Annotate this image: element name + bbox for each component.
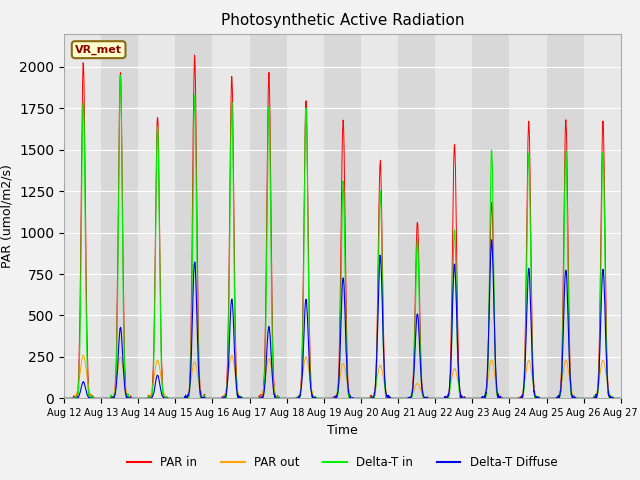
Bar [547, 34, 584, 398]
Bar [398, 34, 435, 398]
Bar [584, 34, 621, 398]
X-axis label: Time: Time [327, 424, 358, 437]
Bar [324, 34, 361, 398]
Bar [361, 34, 398, 398]
Legend: PAR in, PAR out, Delta-T in, Delta-T Diffuse: PAR in, PAR out, Delta-T in, Delta-T Dif… [123, 452, 562, 474]
Text: VR_met: VR_met [75, 45, 122, 55]
Bar [212, 34, 250, 398]
Bar [250, 34, 287, 398]
Y-axis label: PAR (umol/m2/s): PAR (umol/m2/s) [1, 164, 13, 268]
Bar [138, 34, 175, 398]
Bar [509, 34, 547, 398]
Bar [435, 34, 472, 398]
Bar [472, 34, 509, 398]
Bar [287, 34, 324, 398]
Title: Photosynthetic Active Radiation: Photosynthetic Active Radiation [221, 13, 464, 28]
Bar [101, 34, 138, 398]
Bar [175, 34, 212, 398]
Bar [64, 34, 101, 398]
